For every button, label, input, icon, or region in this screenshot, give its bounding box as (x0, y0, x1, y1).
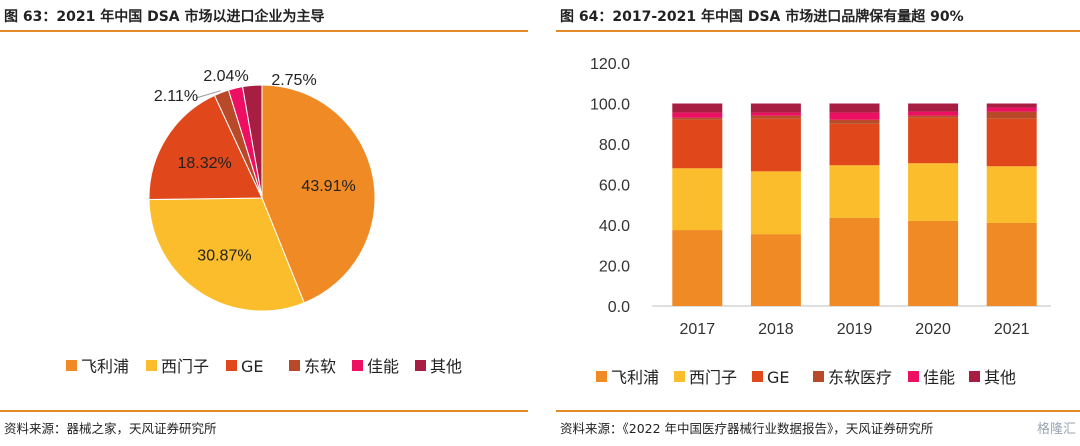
bar-segment (672, 119, 723, 169)
bar-segment (986, 166, 1037, 223)
pie-chart: 43.91% 30.87% 18.32% 2.11% 2.04% 2.75% 飞利浦 西门子 G… (66, 68, 462, 376)
bar-segment (829, 165, 880, 218)
right-panel: 图 64：2017-2021 年中国 DSA 市场进口品牌保有量超 90% 0.… (556, 0, 1080, 446)
bar-segment (986, 103, 1037, 108)
bar-segment (986, 107, 1037, 112)
bar-segment (829, 112, 880, 120)
legend-swatch (908, 371, 919, 382)
bar-segment (986, 111, 1037, 119)
bar-segment (750, 103, 801, 113)
bar-segment (908, 103, 959, 112)
y-tick-label: 100.0 (590, 97, 630, 114)
legend-label: 西门子 (689, 368, 737, 387)
bar-segment (750, 115, 801, 119)
legend-label: 其他 (984, 368, 1016, 387)
pie-slice-2 (148, 94, 263, 201)
title-divider (0, 30, 528, 32)
x-tick-label: 2018 (758, 321, 794, 338)
legend-swatch (66, 360, 77, 371)
legend-label: 东软 (304, 357, 336, 376)
pie-slice-0 (261, 84, 376, 304)
title-divider (556, 30, 1080, 32)
pie-slice-label: 2.75% (271, 72, 316, 89)
bar-chart-title: 图 64：2017-2021 年中国 DSA 市场进口品牌保有量超 90% (560, 9, 964, 25)
bar-segment (750, 171, 801, 235)
y-tick-label: 40.0 (599, 218, 630, 235)
legend-swatch (674, 371, 685, 382)
legend-swatch (226, 360, 237, 371)
x-tick-label: 2017 (680, 321, 716, 338)
bar-segment (986, 222, 1037, 306)
legend-label: GE (767, 368, 790, 387)
pie-slice-label: 43.91% (301, 178, 355, 195)
pie-leader-line (195, 90, 221, 99)
pie-slice-label: 30.87% (197, 247, 251, 264)
bar-segment (672, 117, 723, 120)
source-divider (556, 410, 1080, 412)
x-tick-label: 2020 (915, 321, 951, 338)
bar-segment (829, 217, 880, 306)
x-tick-label: 2019 (837, 321, 873, 338)
bar-segment (672, 103, 723, 113)
legend-label: 佳能 (367, 357, 399, 376)
legend-label: GE (241, 357, 264, 376)
bar-segment (672, 230, 723, 306)
bar-segment (672, 112, 723, 118)
source-divider (0, 410, 528, 412)
bar-segment (908, 220, 959, 306)
watermark-text: 格隆汇 (1036, 422, 1076, 437)
bar-segment (750, 118, 801, 172)
bar-segment (908, 115, 959, 118)
bar-segment (986, 118, 1037, 167)
legend-swatch (415, 360, 426, 371)
legend-label: 飞利浦 (81, 357, 129, 376)
stacked-bar-chart: 0.0 20.0 40.0 60.0 80.0 100.0 120.0 2017 2018 201… (590, 56, 1051, 387)
legend-label: 佳能 (923, 368, 955, 387)
bar-chart-source: 资料来源：《2022 年中国医疗器械行业数据报告》，天风证券研究所 (560, 421, 934, 436)
pie-slice-label: 18.32% (177, 155, 231, 172)
x-tick-label: 2021 (994, 321, 1030, 338)
bar-segment (908, 111, 959, 116)
pie-slice-label: 2.11% (154, 88, 198, 105)
pie-slice-label: 2.04% (203, 68, 248, 85)
legend-swatch (752, 371, 763, 382)
legend-swatch (289, 360, 300, 371)
legend-swatch (146, 360, 157, 371)
pie-chart-title: 图 63：2021 年中国 DSA 市场以进口企业为主导 (4, 9, 325, 25)
legend-label: 飞利浦 (611, 368, 659, 387)
pie-chart-source: 资料来源：器械之家，天风证券研究所 (4, 421, 217, 436)
bar-segment (829, 123, 880, 166)
legend-label: 其他 (430, 357, 462, 376)
legend-swatch (352, 360, 363, 371)
pie-slice-5 (241, 84, 263, 199)
legend-label: 东软医疗 (828, 368, 892, 387)
legend-label: 西门子 (161, 357, 209, 376)
legend-swatch (969, 371, 980, 382)
y-tick-label: 20.0 (599, 259, 630, 276)
bar-segment (908, 117, 959, 164)
legend-swatch (596, 371, 607, 382)
pie-slice-1 (148, 197, 305, 312)
left-panel: 图 63：2021 年中国 DSA 市场以进口企业为主导 43.91% 30.87… (0, 0, 528, 446)
bar-segment (750, 234, 801, 306)
y-tick-label: 60.0 (599, 178, 630, 195)
bar-segment (908, 163, 959, 221)
y-tick-label: 80.0 (599, 137, 630, 154)
bar-segment (750, 112, 801, 116)
y-tick-label: 120.0 (590, 56, 630, 73)
bar-segment (672, 168, 723, 231)
legend-swatch (813, 371, 824, 382)
y-tick-label: 0.0 (608, 299, 630, 316)
bar-segment (829, 103, 880, 113)
bar-segment (829, 119, 880, 124)
